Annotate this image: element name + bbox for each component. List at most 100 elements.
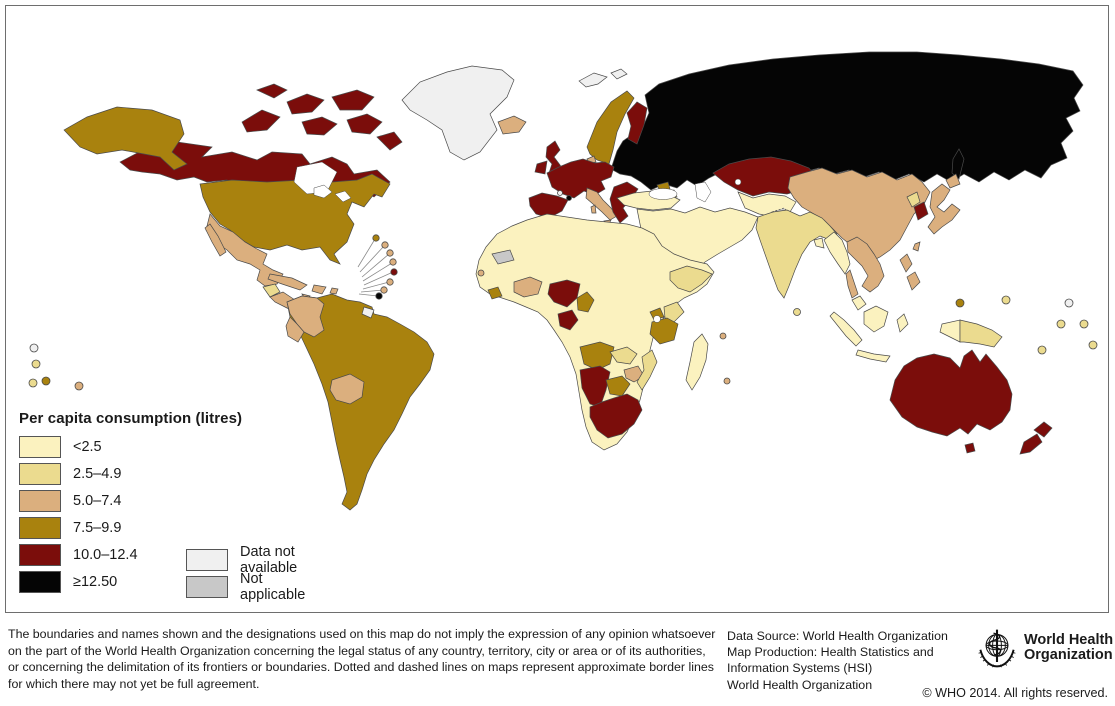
region-carib-8 (375, 292, 383, 300)
region-cape-verde (477, 269, 485, 277)
region-madagascar (685, 333, 709, 391)
region-north-korea (906, 191, 921, 208)
region-pac-e-4 (1056, 319, 1066, 329)
region-pac-e-1 (955, 298, 965, 308)
region-guatemala (262, 283, 281, 298)
region-comoros (719, 332, 727, 340)
region-taiwan (912, 241, 921, 252)
island-dots (28, 269, 1098, 391)
region-ghana-burkina (513, 276, 543, 298)
legend-label: Not applicable (240, 571, 306, 603)
region-italy (585, 187, 618, 221)
region-australia (889, 349, 1013, 437)
who-logo-line1: World Health (1024, 631, 1114, 648)
legend-swatch (19, 517, 61, 539)
region-namibia (579, 365, 611, 408)
region-tanzania (649, 317, 679, 345)
map-frame: Per capita consumption (litres) <2.5 2.5… (5, 5, 1109, 613)
region-philippines (899, 253, 921, 291)
credits-line: World Health Organization (727, 677, 873, 692)
region-png-west (939, 319, 961, 343)
region-pac-w-4 (41, 376, 51, 386)
lakes (293, 161, 742, 323)
legend-label: 2.5–4.9 (73, 466, 122, 482)
legend-swatch (19, 544, 61, 566)
region-scandinavia (586, 90, 635, 165)
region-carib-7 (380, 286, 388, 294)
legend-item: <2.5 (19, 436, 242, 458)
region-gabon (557, 309, 579, 331)
region-iceland (497, 115, 527, 135)
region-baja (204, 223, 227, 257)
region-pac-w-3 (28, 378, 38, 388)
region-sierra-leone (487, 286, 503, 300)
legend-label: 7.5–9.9 (73, 520, 122, 536)
region-pac-w-1 (29, 343, 39, 353)
who-logo: World Health Organization (976, 627, 1113, 669)
map-disclaimer: The boundaries and names shown and the d… (8, 626, 723, 692)
region-japan (927, 173, 961, 235)
region-cuba (267, 273, 308, 291)
region-carib-2 (381, 241, 389, 249)
legend-label: 10.0–12.4 (73, 547, 138, 563)
region-south-korea (913, 201, 929, 221)
copyright-notice: © WHO 2014. All rights reserved. (922, 686, 1108, 700)
region-hispaniola (311, 284, 327, 295)
legend-swatch (19, 571, 61, 593)
region-bangladesh (813, 237, 825, 249)
legend-swatch (186, 576, 228, 598)
region-indochina (846, 236, 885, 293)
region-carib-5 (390, 268, 398, 276)
region-finland (626, 101, 648, 145)
region-western-sahara (491, 249, 515, 265)
region-borneo (863, 305, 889, 333)
region-pac-e-3 (1064, 298, 1074, 308)
region-ecuador (285, 316, 305, 343)
legend-label: 5.0–7.4 (73, 493, 122, 509)
region-new-zealand (1019, 421, 1053, 455)
legend-special: Data not available Not applicable (186, 544, 306, 603)
region-arctic-islands (241, 83, 403, 151)
disclaimer-line: or concerning the delimitation of its fr… (8, 660, 714, 675)
region-carib-1 (372, 234, 380, 242)
region-french-guiana (361, 306, 375, 319)
region-sri-lanka (793, 308, 801, 316)
region-pac-e-2 (1001, 295, 1011, 305)
legend-item: Data not available (186, 544, 305, 576)
region-botswana (605, 375, 631, 397)
disclaimer-line: The boundaries and names shown and the d… (8, 627, 716, 641)
legend-title: Per capita consumption (litres) (19, 410, 243, 427)
region-pac-e-5 (1079, 319, 1089, 329)
region-andorra (566, 195, 572, 201)
credits-line: Data Source: World Health Organization (727, 629, 948, 643)
credits-line: Information Systems (HSI) (727, 661, 873, 676)
legend-label: ≥12.50 (73, 574, 118, 590)
region-uganda (649, 307, 665, 321)
legend-item: ≥12.50 (19, 571, 242, 593)
region-pac-e-6 (1037, 345, 1047, 355)
disclaimer-line: for which there may not yet be full agre… (8, 676, 260, 691)
legend-swatch (19, 436, 61, 458)
map-credits: Data Source: World Health Organization M… (727, 628, 948, 693)
region-bolivia (329, 373, 365, 405)
region-monaco (557, 190, 563, 196)
legend-swatch (19, 490, 61, 512)
region-alaska (63, 106, 188, 171)
who-logo-text: World Health Organization (1024, 631, 1114, 664)
region-angola (579, 341, 615, 371)
region-ireland (534, 160, 548, 175)
legend-item: 2.5–4.9 (19, 463, 242, 485)
region-russia-east-europe (610, 51, 1084, 191)
legend-swatch (19, 463, 61, 485)
legend-label: Data not available (240, 544, 298, 576)
region-colombia (286, 295, 325, 338)
region-zambia (609, 346, 638, 365)
region-tasmania (964, 442, 976, 454)
region-sulawesi (896, 313, 909, 333)
region-south-africa (589, 393, 643, 439)
region-myanmar (823, 231, 851, 275)
region-iberia (528, 192, 569, 219)
region-cameroon (576, 291, 595, 313)
region-pac-e-7 (1088, 340, 1098, 350)
region-greenland (401, 65, 515, 161)
